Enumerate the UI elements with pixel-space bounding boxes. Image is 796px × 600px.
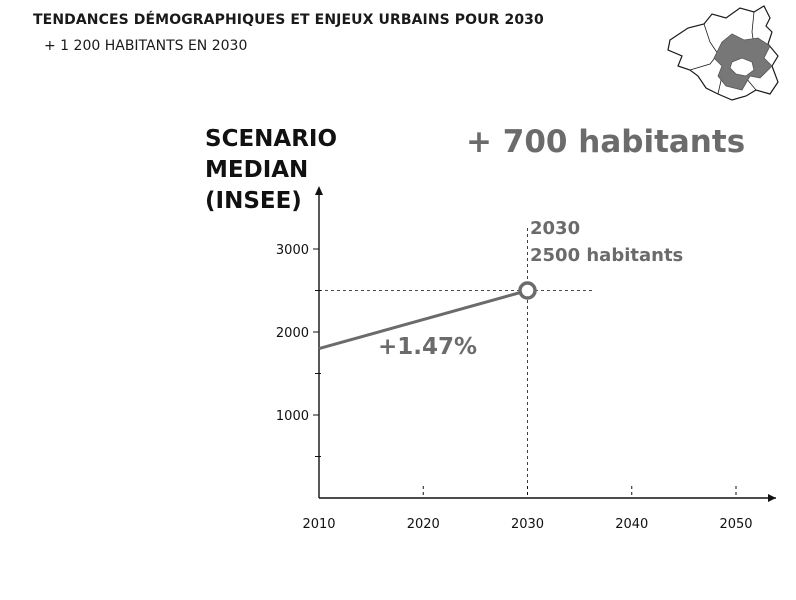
growth-label: +1.47% [378,334,478,360]
y-tick-label: 2000 [276,326,309,341]
annotation-year: 2030 [530,218,581,239]
page-subtitle: + 1 200 HABITANTS EN 2030 [44,38,248,54]
data-point-2030 [518,281,537,300]
annotation-value: 2500 habitants [530,245,684,266]
x-tick-label: 2020 [407,517,440,532]
x-tick-label: 2030 [511,517,544,532]
y-tick-label: 3000 [276,243,309,258]
x-tick-label: 2010 [302,517,335,532]
y-tick-label: 1000 [276,409,309,424]
series-line [318,289,528,351]
x-tick-label: 2050 [719,517,752,532]
x-tick-label: 2040 [615,517,648,532]
headline-value: + 700 habitants [466,124,746,160]
map-shaded-hole [729,57,755,77]
y-axis-arrow [315,186,323,195]
territory-map-icon [667,5,779,101]
scenario-line: SCENARIO [205,126,338,152]
page-title: TENDANCES DÉMOGRAPHIQUES ET ENJEUX URBAI… [33,12,544,28]
scenario-line: (INSEE) [205,188,302,214]
scenario-line: MEDIAN [205,157,309,183]
scenario-label: SCENARIO MEDIAN (INSEE) [205,124,337,217]
x-axis-arrow [768,494,776,502]
